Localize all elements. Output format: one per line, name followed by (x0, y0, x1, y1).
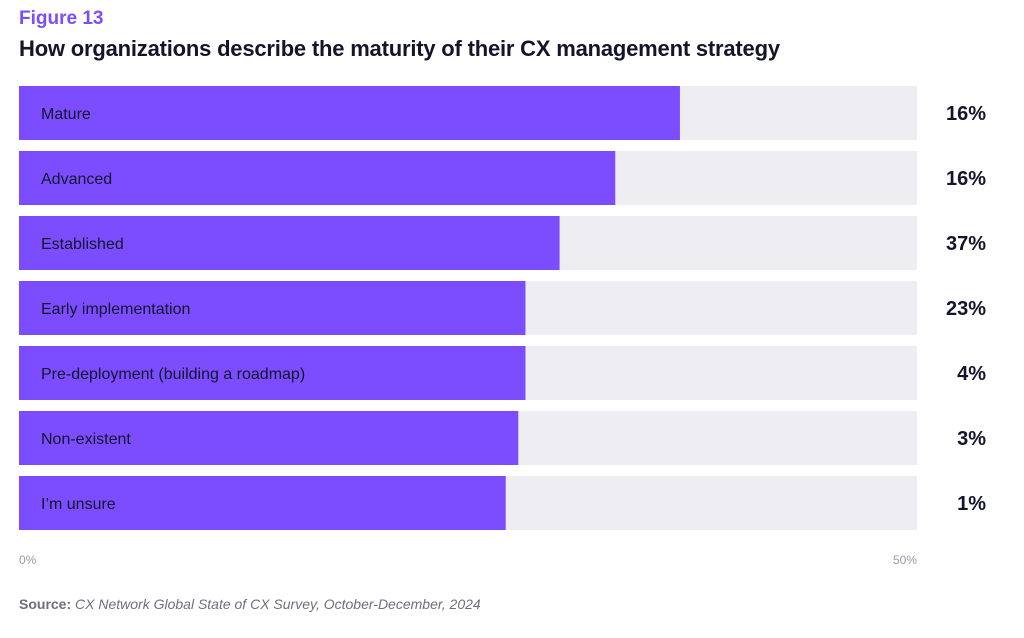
figure-label: Figure 13 (19, 8, 104, 29)
bar (19, 346, 526, 400)
value-label: 16% (946, 168, 986, 190)
bar (19, 281, 526, 335)
category-label: Non-existent (41, 431, 131, 448)
value-label: 23% (946, 298, 986, 320)
category-label: Established (41, 236, 124, 253)
source-label: Source: (19, 596, 72, 612)
bar (19, 216, 560, 270)
value-label: 1% (957, 493, 986, 515)
source-note: Source: CX Network Global State of CX Su… (19, 596, 481, 612)
chart-title: How organizations describe the maturity … (19, 36, 780, 61)
source-text: CX Network Global State of CX Survey, Oc… (75, 596, 481, 612)
bar (19, 411, 519, 465)
category-label: I’m unsure (41, 496, 116, 513)
value-label: 4% (957, 363, 986, 385)
category-label: Mature (41, 106, 91, 123)
x-tick-label: 50% (893, 553, 917, 567)
value-label: 37% (946, 233, 986, 255)
bar-chart: Mature 16% Advanced 16% Established 37% Early … (19, 86, 986, 567)
x-tick-label: 0% (19, 553, 37, 567)
category-label: Pre-deployment (building a roadmap) (41, 366, 305, 383)
category-label: Early implementation (41, 301, 190, 318)
bar (19, 476, 506, 530)
value-label: 3% (957, 428, 986, 450)
bar (19, 151, 616, 205)
bar (19, 86, 680, 140)
value-label: 16% (946, 103, 986, 125)
category-label: Advanced (41, 171, 112, 188)
